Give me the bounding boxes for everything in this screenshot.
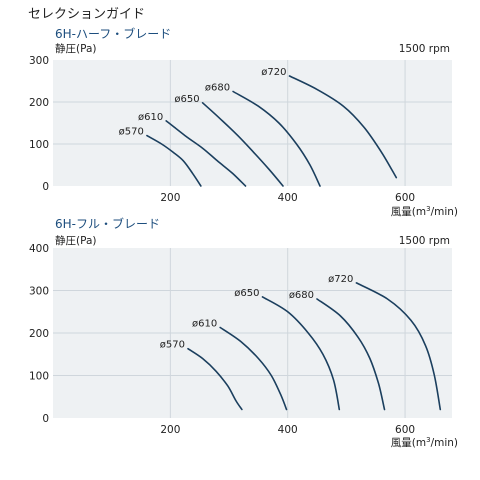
- series-label: ø720: [328, 274, 353, 285]
- series-label: ø680: [205, 83, 230, 94]
- y-tick-label: 0: [42, 413, 49, 425]
- series-line-ø610: [165, 120, 247, 187]
- y-tick-label: 100: [29, 371, 49, 383]
- series-line-ø650: [261, 296, 341, 411]
- page-title: セレクションガイド: [28, 7, 145, 22]
- series-label: ø610: [138, 112, 163, 123]
- series-line-ø720: [288, 75, 398, 179]
- x-tick-label: 200: [160, 424, 180, 436]
- rpm-note: 1500 rpm: [399, 235, 450, 247]
- series-label: ø650: [174, 94, 199, 105]
- y-tick-label: 100: [29, 139, 49, 151]
- series-line-ø650: [201, 102, 284, 187]
- y-tick-label: 300: [29, 286, 49, 298]
- plot-area: [53, 60, 452, 186]
- series-line-ø570: [146, 134, 202, 187]
- series-label: ø570: [119, 127, 144, 138]
- x-axis-label: 風量(m3/min): [391, 436, 458, 449]
- series-label: ø610: [192, 318, 217, 329]
- y-tick-label: 200: [29, 328, 49, 340]
- x-axis-label: 風量(m3/min): [391, 205, 458, 218]
- series-label: ø650: [234, 288, 259, 299]
- x-tick-label: 400: [278, 192, 298, 204]
- x-tick-label: 600: [395, 192, 415, 204]
- series-label: ø720: [261, 67, 286, 78]
- x-tick-label: 200: [160, 192, 180, 204]
- rpm-note: 1500 rpm: [399, 43, 450, 55]
- y-tick-label: 400: [29, 243, 49, 255]
- series-line-ø680: [316, 298, 386, 411]
- y-tick-label: 300: [29, 55, 49, 67]
- y-axis-label: 静圧(Pa): [55, 42, 97, 55]
- series-line-ø720: [355, 282, 442, 411]
- y-axis-label: 静圧(Pa): [55, 234, 97, 247]
- x-tick-label: 600: [395, 424, 415, 436]
- chart-title: 6H-フル・ブレード: [55, 216, 160, 231]
- x-tick-label: 400: [278, 424, 298, 436]
- series-line-ø610: [219, 326, 288, 411]
- chart-title: 6H-ハーフ・ブレード: [55, 26, 171, 41]
- series-label: ø570: [160, 340, 185, 351]
- series-line-ø680: [232, 90, 321, 187]
- y-tick-label: 200: [29, 97, 49, 109]
- series-label: ø680: [289, 290, 314, 301]
- series-line-ø570: [187, 347, 243, 411]
- y-tick-label: 0: [42, 181, 49, 193]
